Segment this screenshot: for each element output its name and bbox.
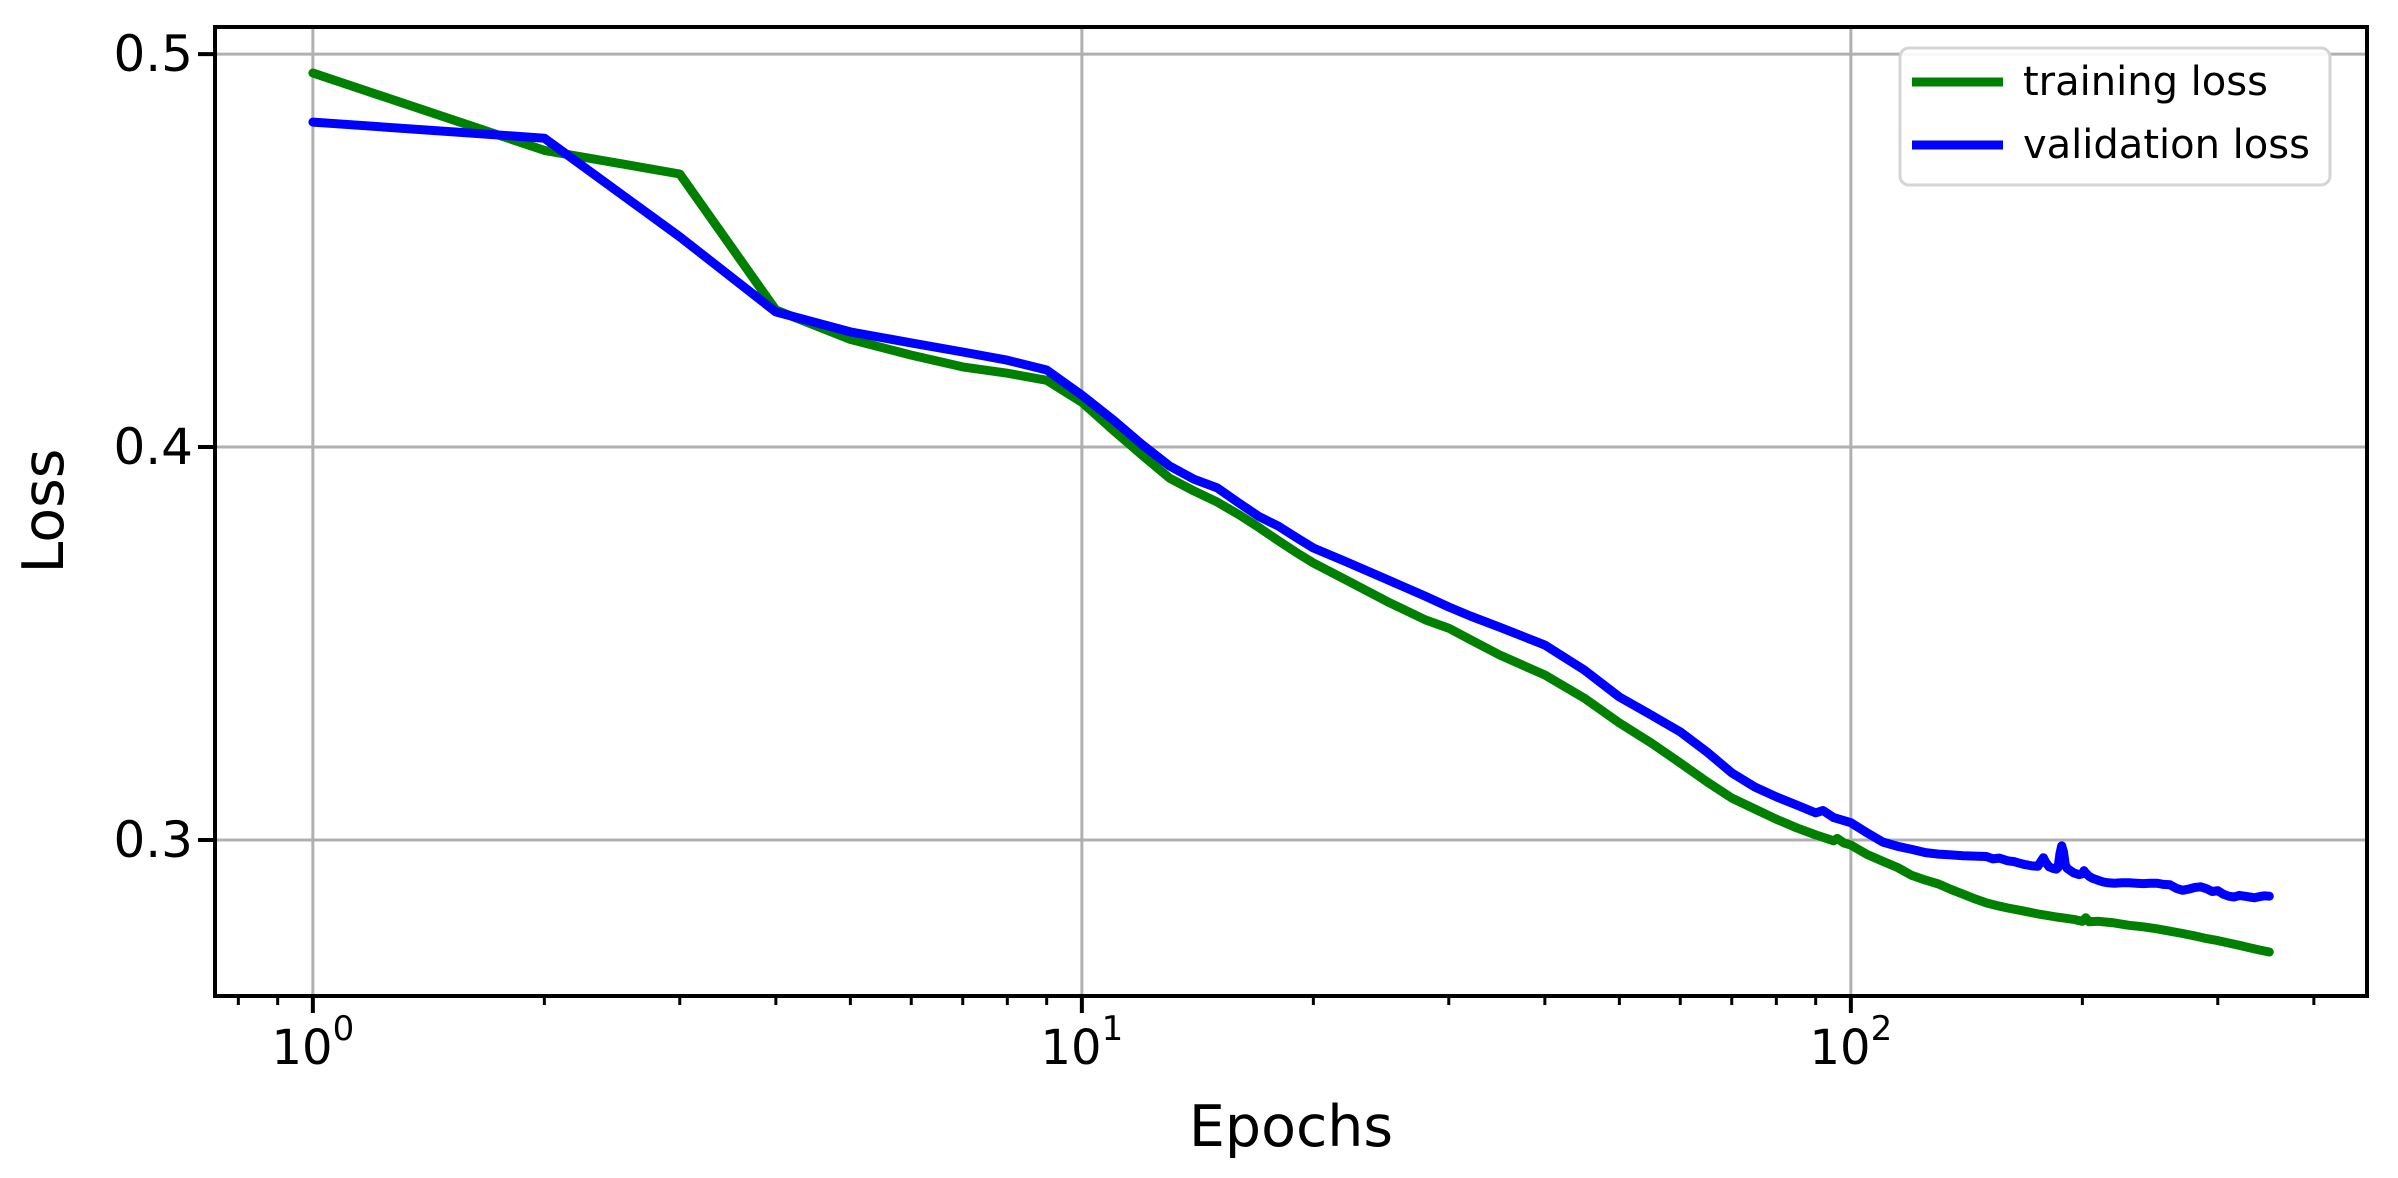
x-tick-label: 102 (1810, 1009, 1893, 1076)
x-axis-label: Epochs (1189, 1094, 1393, 1160)
series-lines (308, 68, 2274, 957)
legend-box (1898, 46, 2332, 187)
y-tick-label: 0.3 (113, 811, 193, 869)
series-line-training-loss (308, 68, 2274, 957)
legend: training loss validation loss (1898, 46, 2332, 187)
x-tick-label: 101 (1041, 1009, 1124, 1076)
x-tick-label: 100 (272, 1009, 355, 1076)
tick-labels: 100 101 102 0.5 0.4 0.3 (113, 25, 1892, 1076)
legend-label-validation-loss: validation loss (2023, 122, 2310, 168)
legend-label-training-loss: training loss (2023, 59, 2268, 105)
y-tick-label: 0.5 (113, 25, 193, 83)
series-line-validation-loss (308, 117, 2274, 903)
axis-ticks (198, 52, 2316, 1013)
y-tick-label: 0.4 (113, 418, 193, 476)
plot-border (213, 25, 2369, 998)
y-axis-label: Loss (11, 448, 77, 573)
